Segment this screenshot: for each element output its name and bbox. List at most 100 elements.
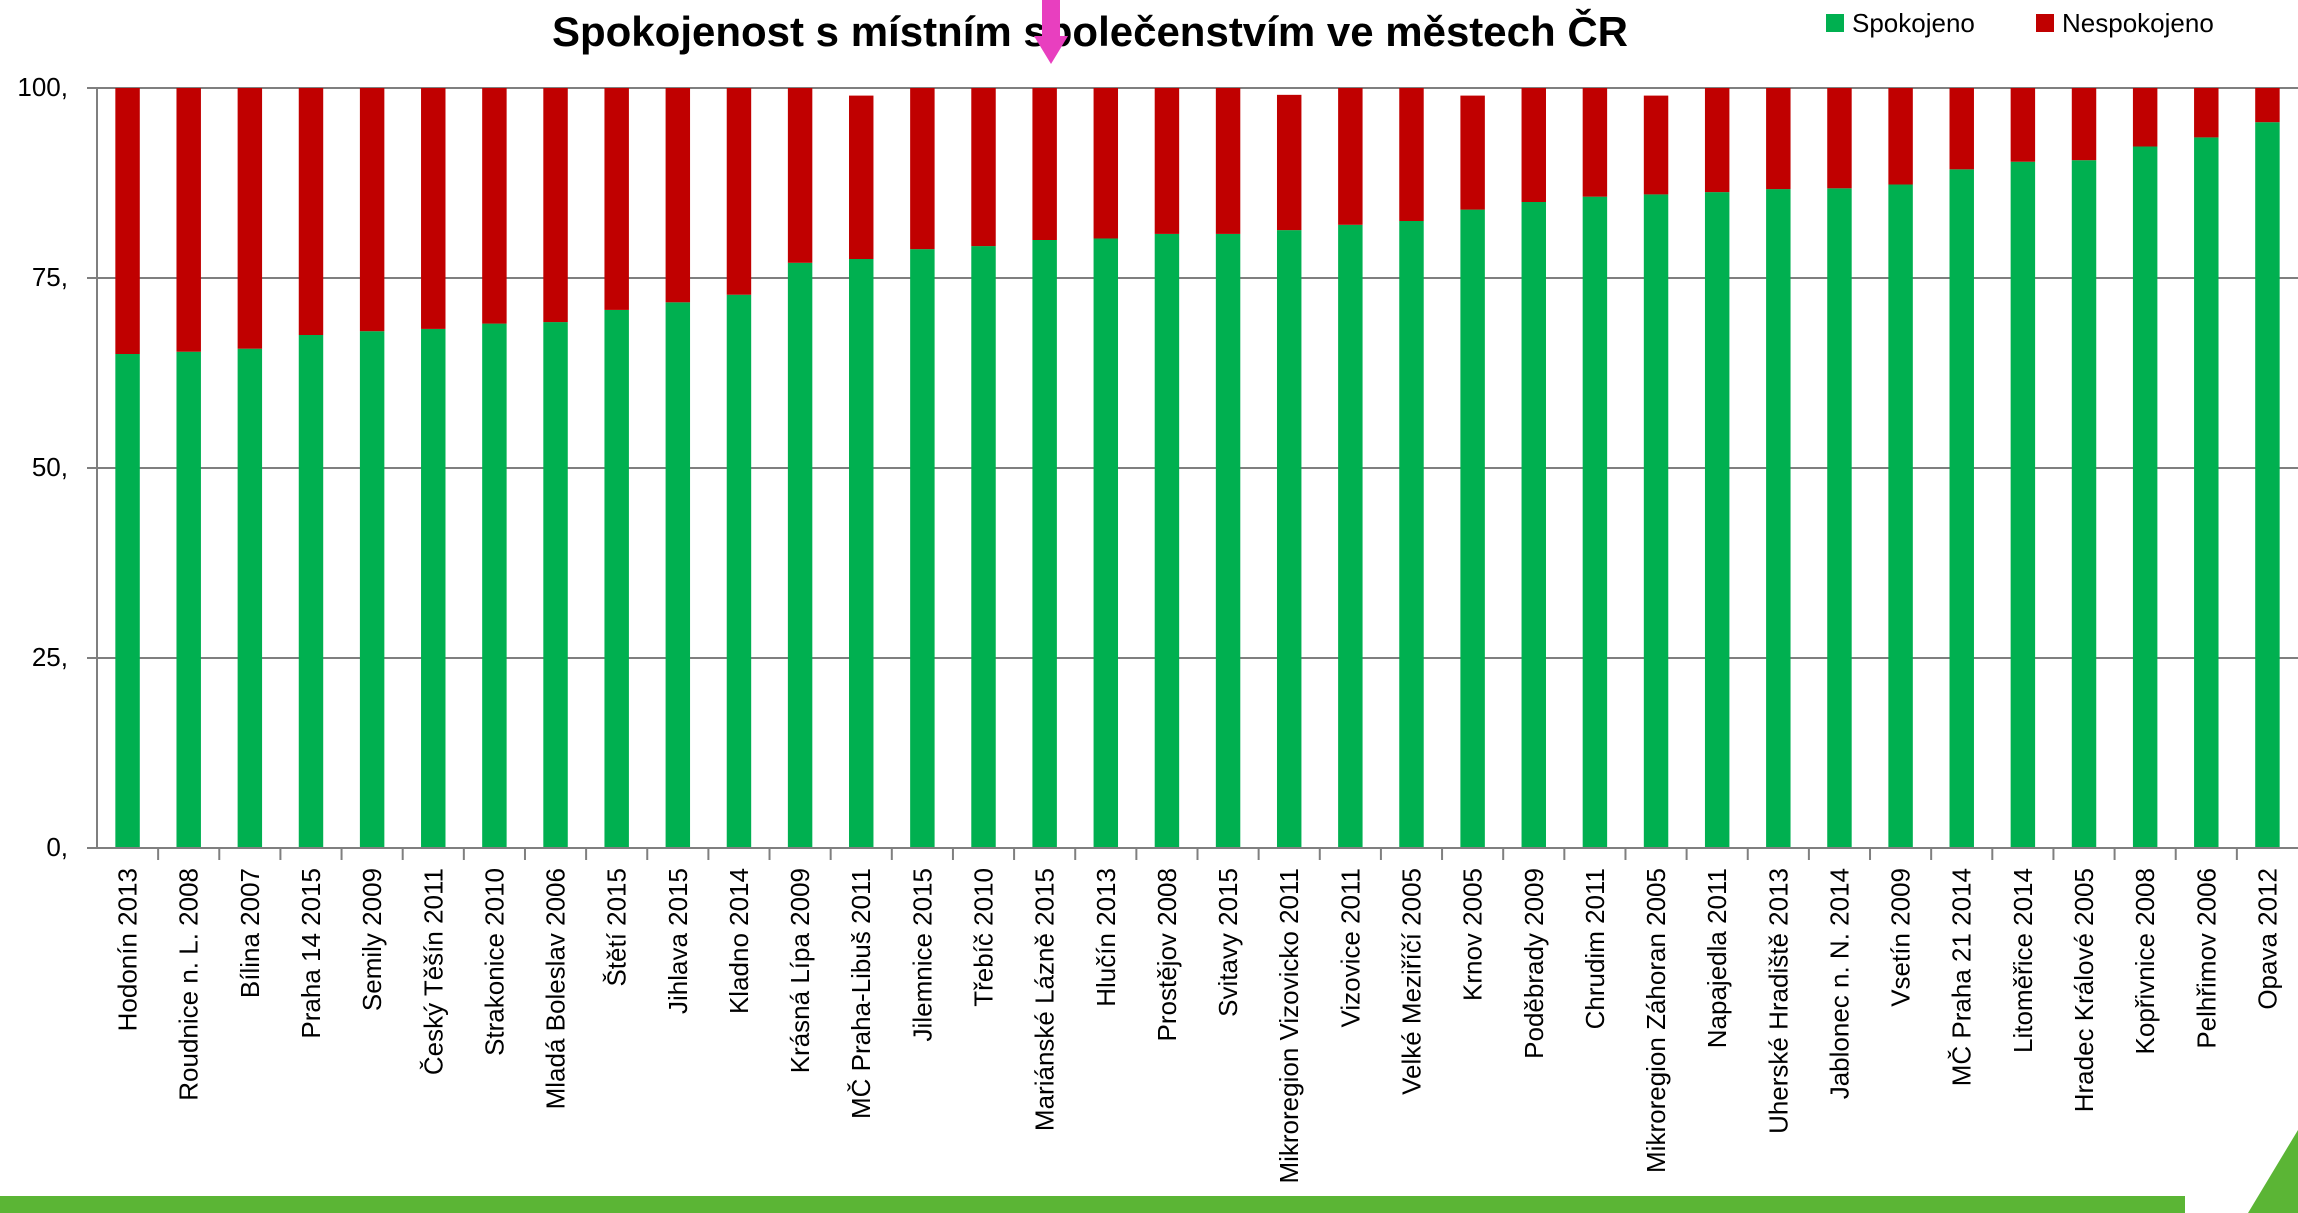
bar-nespokojeno [849,95,874,259]
bar-nespokojeno [787,88,813,263]
category-label: Krásná Lípa 2009 [785,868,815,1073]
bar-nespokojeno [482,88,507,324]
bar-nespokojeno [604,88,629,310]
category-label: Semily 2009 [357,868,387,1011]
y-tick-label: 100, [17,72,68,102]
bar-spokojeno [1766,189,1791,848]
bar-spokojeno [849,259,874,848]
bar-spokojeno [2194,137,2219,848]
y-tick-label: 25, [32,642,68,672]
axes [96,88,2298,849]
bar-spokojeno [543,322,568,849]
category-label: Jablonec n. N. 2014 [1824,868,1854,1099]
legend-label-spokojeno: Spokojeno [1852,8,1975,38]
category-label: Jihlava 2015 [663,868,693,1014]
bar-nespokojeno [1521,88,1546,202]
footer-bar [0,1196,2185,1213]
category-label: Svitavy 2015 [1213,868,1243,1017]
category-label: Litoměřice 2014 [2008,868,2038,1053]
category-labels: Hodonín 2013 Roudnice n. L. 2008 Bílina 20… [113,868,2283,1184]
category-label: Bílina 2007 [235,868,265,998]
category-label: Strakonice 2010 [479,868,509,1056]
bar-spokojeno [1521,202,1546,848]
bar-nespokojeno [1766,88,1791,190]
category-label: Mladá Boleslav 2006 [541,868,571,1109]
bar-spokojeno [1399,221,1424,848]
bar-nespokojeno [665,88,691,303]
bar-spokojeno [115,354,140,848]
category-label: Mikroregion Vizovicko 2011 [1274,868,1304,1184]
category-label: Jilemnice 2015 [907,868,937,1041]
bar-spokojeno [2132,146,2158,848]
bar-nespokojeno [359,88,385,332]
bar-nespokojeno [2010,88,2036,162]
legend-swatch-nespokojeno [2036,14,2054,32]
bar-spokojeno [665,302,691,848]
bar-nespokojeno [421,88,446,329]
corner-decoration [2248,1130,2298,1213]
bar-spokojeno [1154,233,1180,849]
category-label: Praha 14 2015 [296,868,326,1039]
bar-spokojeno [1032,240,1057,848]
category-label: Hlučín 2013 [1091,868,1121,1007]
bar-spokojeno [726,294,752,849]
bar-nespokojeno [115,88,140,354]
arrow-shaft [1042,0,1060,38]
bar-spokojeno [1643,194,1669,848]
category-label: Hodonín 2013 [113,868,143,1031]
bar-nespokojeno [1582,88,1608,197]
category-label: Český Těšín 2011 [418,868,448,1075]
bar-spokojeno [1276,230,1302,848]
category-label: MČ Praha 21 2014 [1947,868,1977,1086]
bar-nespokojeno [298,88,324,335]
bar-spokojeno [2071,160,2097,848]
bar-nespokojeno [726,88,752,295]
bar-spokojeno [971,246,996,848]
category-label: Vizovice 2011 [1335,868,1365,1027]
bar-spokojeno [2010,161,2036,849]
bar-nespokojeno [543,88,568,323]
bar-nespokojeno [2132,88,2158,147]
gridlines [87,87,2298,860]
bar-nespokojeno [1827,88,1852,189]
bar-nespokojeno [1032,88,1057,240]
arrow-head [1034,36,1068,64]
category-label: Chrudim 2011 [1580,868,1610,1029]
bar-nespokojeno [1399,88,1424,221]
bar-nespokojeno [1460,95,1485,210]
category-label: Třebíč 2010 [969,868,999,1007]
bar-spokojeno [787,262,813,848]
bar-nespokojeno [910,88,935,250]
category-label: Vsetín 2009 [1886,868,1916,1007]
bar-spokojeno [1582,196,1608,848]
bar-spokojeno [421,328,446,848]
bar-nespokojeno [237,88,263,349]
category-label: Krnov 2005 [1458,868,1488,1001]
bar-nespokojeno [1154,88,1180,234]
category-label: Napajedla 2011 [1702,868,1732,1048]
bar-nespokojeno [2071,88,2097,161]
bar-spokojeno [1093,238,1119,849]
bar-nespokojeno [1888,88,1913,185]
category-label: Kopřivnice 2008 [2130,868,2160,1054]
category-label: Prostějov 2008 [1152,868,1182,1041]
y-tick-label: 0, [46,832,68,862]
category-label: Mariánské Lázně 2015 [1030,868,1060,1131]
chart-title: Spokojenost s místním společenstvím ve m… [552,7,1628,55]
bar-spokojeno [2255,122,2280,848]
bar-spokojeno [604,309,629,848]
bar-nespokojeno [1276,94,1302,231]
bar-spokojeno [1827,188,1852,848]
legend: Spokojeno Nespokojeno [1826,8,2214,38]
category-label: Uherské Hradiště 2013 [1763,868,1793,1134]
y-tick-label: 50, [32,452,68,482]
bar-nespokojeno [1093,88,1119,239]
bar-nespokojeno [1949,88,1974,170]
y-tick-label: 75, [32,262,68,292]
category-label: Roudnice n. L. 2008 [174,868,204,1101]
category-label: Kladno 2014 [724,868,754,1014]
bar-nespokojeno [1338,88,1363,225]
bar-spokojeno [910,249,935,848]
bar-spokojeno [1949,169,1974,848]
